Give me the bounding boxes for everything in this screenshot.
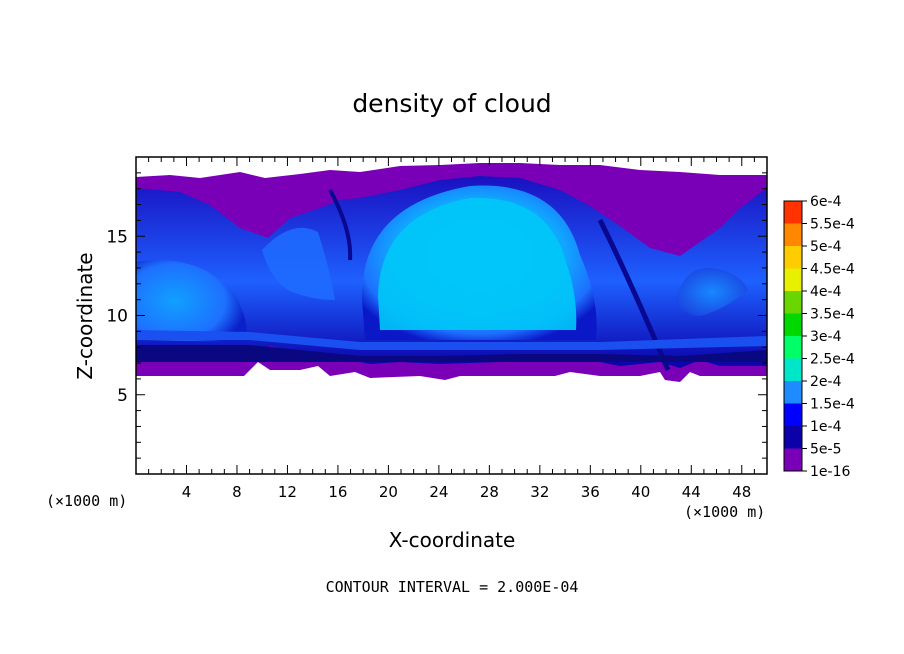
colorbar bbox=[783, 200, 807, 472]
colorbar-level-label: 3e-4 bbox=[810, 329, 842, 345]
x-axis-ticks bbox=[148, 157, 755, 474]
colorbar-swatch bbox=[784, 448, 802, 471]
colorbar-level-label: 6e-4 bbox=[810, 194, 842, 210]
x-tick-label: 40 bbox=[631, 483, 650, 501]
colorbar-level-label: 4.5e-4 bbox=[810, 262, 855, 278]
x-unit-right: (×1000 m) bbox=[684, 503, 765, 521]
colorbar-swatch bbox=[784, 268, 802, 291]
x-tick-label: 44 bbox=[682, 483, 701, 501]
x-tick-label: 36 bbox=[581, 483, 600, 501]
colorbar-level-label: 5.5e-4 bbox=[810, 217, 855, 233]
cloud-base-bright bbox=[136, 330, 767, 350]
cloud-dark-strand bbox=[597, 218, 671, 371]
cloud-dome-inner bbox=[378, 197, 577, 330]
x-tick-label: 28 bbox=[480, 483, 499, 501]
colorbar-swatch bbox=[784, 313, 802, 336]
cloud-base-dark bbox=[136, 345, 767, 362]
colorbar-level-label: 2e-4 bbox=[810, 374, 842, 390]
x-axis-label: X-coordinate bbox=[389, 528, 516, 552]
cloud-right-lobe bbox=[676, 267, 748, 316]
x-tick-label: 8 bbox=[232, 483, 242, 501]
y-axis-ticks bbox=[136, 172, 767, 459]
colorbar-swatch bbox=[784, 426, 802, 449]
colorbar-swatch bbox=[784, 336, 802, 359]
colorbar-swatch bbox=[784, 246, 802, 269]
colorbar-labels: 1e-16 5e-5 1e-4 1.5e-4 2e-4 2.5e-4 3e-4 3.5e-4 4… bbox=[810, 194, 855, 480]
colorbar-level-label: 2.5e-4 bbox=[810, 352, 855, 368]
x-tick-label: 32 bbox=[530, 483, 549, 501]
y-tick-label: 5 bbox=[117, 386, 128, 406]
colorbar-level-label: 5e-5 bbox=[810, 442, 841, 458]
x-tick-label: 20 bbox=[379, 483, 398, 501]
colorbar-swatch bbox=[784, 223, 802, 246]
colorbar-level-label: 3.5e-4 bbox=[810, 307, 855, 323]
y-tick-label: 15 bbox=[106, 227, 128, 247]
colorbar-swatch bbox=[784, 403, 802, 426]
colorbar-level-label: 5e-4 bbox=[810, 239, 842, 255]
colorbar-swatch bbox=[784, 201, 802, 224]
cloud-left-lobe bbox=[136, 260, 247, 342]
colorbar-level-label: 4e-4 bbox=[810, 284, 842, 300]
x-unit-left: (×1000 m) bbox=[46, 492, 127, 510]
y-tick-label: 10 bbox=[106, 307, 128, 327]
x-tick-label: 4 bbox=[182, 483, 192, 501]
x-tick-label: 24 bbox=[429, 483, 448, 501]
y-axis-label: Z-coordinate bbox=[73, 252, 97, 379]
colorbar-level-label: 1e-4 bbox=[810, 419, 842, 435]
contour-interval-note: CONTOUR INTERVAL = 2.000E-04 bbox=[326, 578, 579, 596]
cloud-field bbox=[136, 163, 767, 382]
colorbar-level-label: 1.5e-4 bbox=[810, 397, 855, 413]
colorbar-swatch bbox=[784, 291, 802, 314]
y-axis-tick-labels: 5 10 15 bbox=[106, 227, 128, 406]
x-tick-label: 48 bbox=[732, 483, 751, 501]
x-tick-label: 12 bbox=[278, 483, 297, 501]
x-axis-tick-labels: 4 8 12 16 20 24 28 32 36 40 44 48 bbox=[182, 483, 752, 501]
chart-title: density of cloud bbox=[352, 89, 551, 118]
cloud-left-mid bbox=[262, 227, 335, 300]
colorbar-swatch bbox=[784, 381, 802, 404]
colorbar-level-label: 1e-16 bbox=[810, 464, 850, 480]
x-tick-label: 16 bbox=[328, 483, 347, 501]
colorbar-swatch bbox=[784, 358, 802, 381]
cloud-dark-strand-2 bbox=[328, 189, 353, 261]
